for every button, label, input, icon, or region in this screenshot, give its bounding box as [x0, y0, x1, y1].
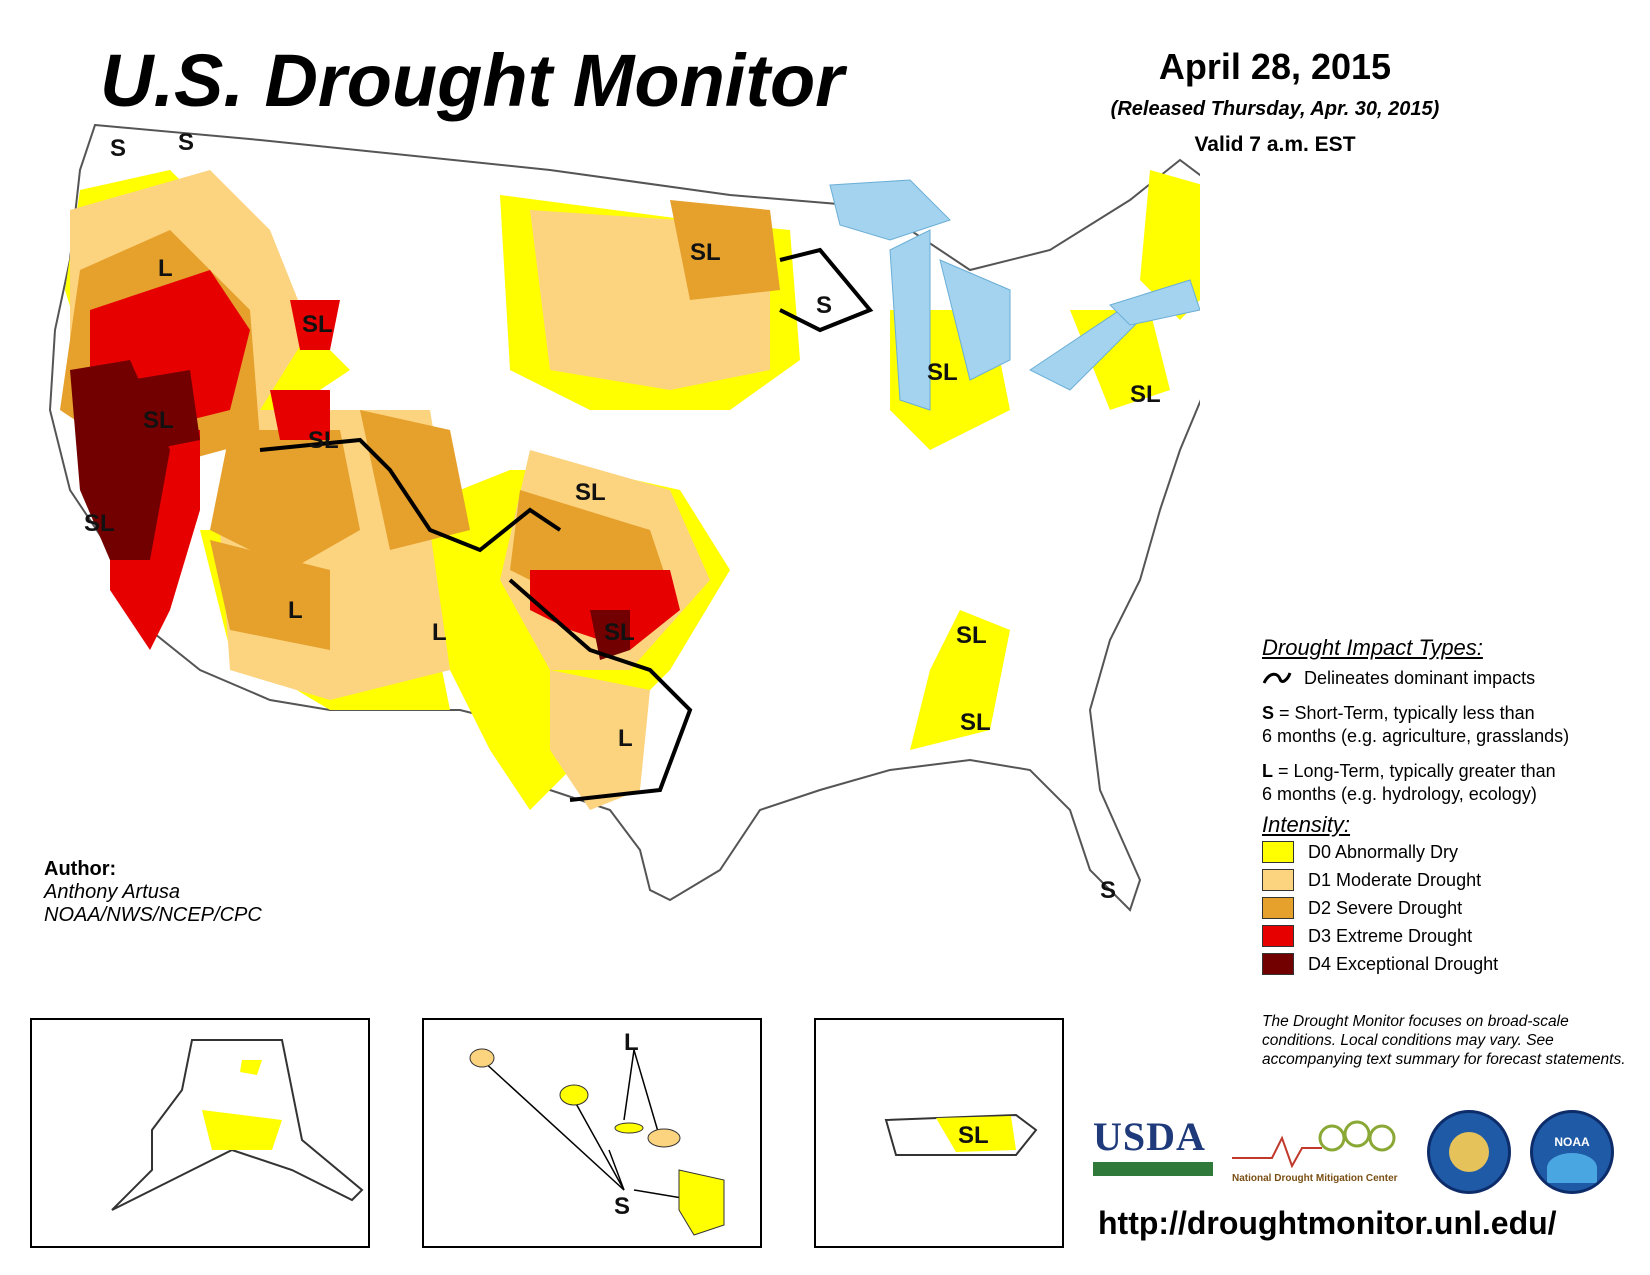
label-wa-s1: S	[110, 135, 126, 162]
intensity-item-d2: D2 Severe Drought	[1262, 894, 1642, 922]
impact-l-desc2: 6 months (e.g. hydrology, ecology)	[1262, 784, 1537, 804]
d4-areas	[70, 360, 630, 660]
intensity-title: Intensity:	[1262, 812, 1351, 837]
valid-time: Valid 7 a.m. EST	[1194, 133, 1356, 156]
label-tx-l: L	[618, 725, 633, 752]
impact-types-title: Drought Impact Types:	[1262, 635, 1483, 660]
label-ks-sl: SL	[575, 479, 606, 506]
label-ok-sl: SL	[604, 619, 635, 646]
author-block: Author: Anthony Artusa NOAA/NWS/NCEP/CPC	[44, 858, 262, 927]
d3-areas	[90, 270, 680, 650]
usda-logo: USDA	[1093, 1113, 1213, 1185]
release-note: (Released Thursday, Apr. 30, 2015)	[1110, 98, 1440, 120]
hawaii-inset: L S	[422, 1018, 762, 1248]
d4-swatch	[1262, 953, 1294, 975]
intensity-item-d3: D3 Extreme Drought	[1262, 922, 1642, 950]
label-al-sl1: SL	[956, 622, 987, 649]
noaa-wave	[1547, 1153, 1597, 1183]
impact-l-key: L	[1262, 761, 1273, 781]
label-az-l: L	[288, 597, 303, 624]
label-mi-sl: SL	[927, 359, 958, 386]
alaska-map	[111, 1039, 364, 1211]
alaska-inset	[30, 1018, 370, 1248]
label-wi-s: S	[816, 292, 832, 319]
puerto-rico-map: SL	[884, 1113, 1038, 1156]
author-heading: Author:	[44, 858, 117, 880]
d4-label: D4 Exceptional Drought	[1308, 953, 1499, 974]
puerto-rico-inset: SL	[814, 1018, 1064, 1248]
impact-l-desc1: = Long-Term, typically greater than	[1273, 761, 1556, 781]
label-mn-sl: SL	[690, 239, 721, 266]
d1-label: D1 Moderate Drought	[1308, 869, 1482, 890]
d2-label: D2 Severe Drought	[1308, 897, 1463, 918]
ndmc-logo-text: National Drought Mitigation Center	[1232, 1173, 1398, 1184]
intensity-item-d4: D4 Exceptional Drought	[1262, 950, 1642, 978]
label-wa-s2: S	[178, 129, 194, 156]
label-hi-s: S	[614, 1193, 630, 1220]
d1-swatch	[1262, 869, 1294, 891]
disclaimer-note: The Drought Monitor focuses on broad-sca…	[1262, 1013, 1626, 1068]
ndmc-logo: National Drought Mitigation Center	[1232, 1118, 1402, 1190]
hawaii-map: L S	[469, 1029, 725, 1236]
label-ut-sl: SL	[308, 427, 339, 454]
label-al-sl2: SL	[960, 709, 991, 736]
label-hi-l: L	[624, 1029, 639, 1056]
label-or-l: L	[158, 255, 173, 282]
doc-seal-icon	[1427, 1110, 1511, 1194]
author-org: NOAA/NWS/NCEP/CPC	[44, 904, 262, 926]
usda-logo-bar	[1093, 1162, 1213, 1176]
impact-s-row: S = Short-Term, typically less than 6 mo…	[1262, 702, 1642, 748]
author-name: Anthony Artusa	[44, 881, 181, 903]
impact-l-row: L = Long-Term, typically greater than 6 …	[1262, 760, 1642, 806]
label-nm-l: L	[432, 619, 447, 646]
label-pa-sl: SL	[1130, 381, 1161, 408]
conus-drought-map: S S L SL SL SL SL L L SL S SL SL SL SL L…	[48, 123, 1200, 912]
boundary-line-icon	[1262, 671, 1292, 684]
d3-label: D3 Extreme Drought	[1308, 925, 1473, 946]
legend: Drought Impact Types: Delineates dominan…	[1262, 635, 1642, 978]
d0-swatch	[1262, 841, 1294, 863]
impact-line-row: Delineates dominant impacts	[1262, 667, 1642, 690]
intensity-item-d0: D0 Abnormally Dry	[1262, 838, 1642, 866]
great-lakes	[829, 179, 1200, 411]
impact-s-desc2: 6 months (e.g. agriculture, grasslands)	[1262, 726, 1570, 746]
impact-line-desc: Delineates dominant impacts	[1304, 668, 1536, 688]
label-id-sl: SL	[302, 311, 333, 338]
d0-label: D0 Abnormally Dry	[1308, 841, 1459, 862]
d2-swatch	[1262, 897, 1294, 919]
usda-logo-text: USDA	[1093, 1114, 1206, 1159]
impact-s-key: S	[1262, 703, 1275, 723]
label-ca-sl: SL	[84, 510, 115, 537]
d3-swatch	[1262, 925, 1294, 947]
noaa-logo-icon: NOAA	[1530, 1110, 1614, 1194]
website-url[interactable]: http://droughtmonitor.unl.edu/	[1098, 1205, 1557, 1241]
impact-boundaries	[259, 247, 874, 802]
map-date: April 28, 2015	[1158, 46, 1392, 87]
label-fl-s: S	[1100, 877, 1116, 904]
doc-seal-center	[1449, 1132, 1489, 1172]
intensity-list: D0 Abnormally Dry D1 Moderate Drought D2…	[1262, 838, 1642, 978]
noaa-logo-text: NOAA	[1554, 1135, 1590, 1149]
ndmc-trees-icon	[1232, 1120, 1396, 1169]
impact-s-desc1: = Short-Term, typically less than	[1274, 703, 1535, 723]
label-pr-sl: SL	[958, 1122, 989, 1149]
intensity-item-d1: D1 Moderate Drought	[1262, 866, 1642, 894]
label-nv-sl: SL	[143, 407, 174, 434]
page-title: U.S. Drought Monitor	[100, 39, 844, 122]
